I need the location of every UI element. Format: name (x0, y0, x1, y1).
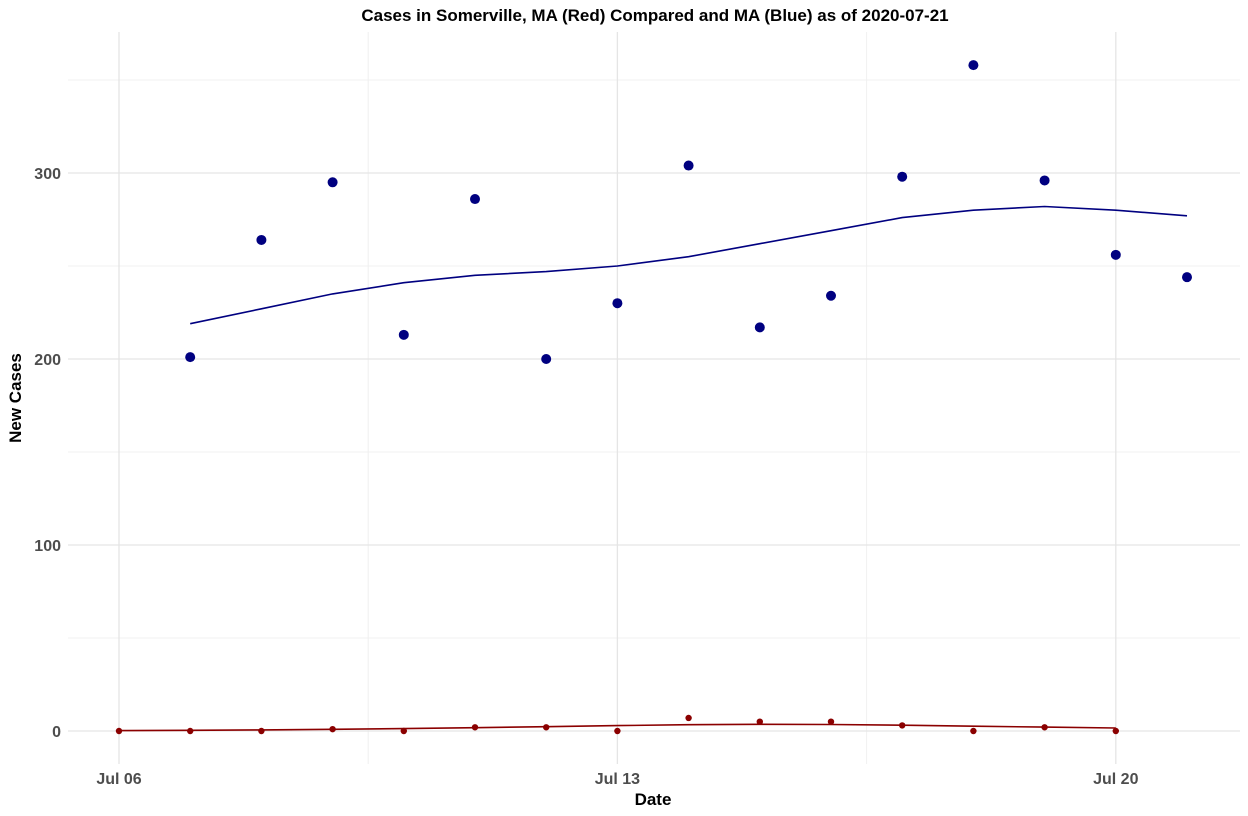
data-point-0 (1039, 175, 1050, 186)
data-point-1 (827, 718, 835, 725)
grid (68, 32, 1240, 764)
data-point-0 (612, 298, 623, 309)
data-point-1 (115, 727, 123, 735)
data-point-1 (1112, 727, 1120, 735)
data-point-1 (258, 727, 265, 735)
data-points (115, 60, 1192, 735)
x-axis-ticks: Jul 06 Jul 13 Jul 20 (96, 771, 1138, 788)
data-point-1 (187, 727, 194, 735)
y-axis-title: New Cases (6, 353, 25, 443)
data-point-0 (470, 194, 480, 205)
y-tick-label: 200 (34, 352, 61, 369)
data-point-0 (754, 322, 765, 333)
data-point-0 (968, 60, 979, 71)
data-point-0 (1110, 249, 1121, 260)
x-tick-label: Jul 06 (96, 771, 141, 788)
y-axis-ticks: 0 100 200 300 (34, 166, 61, 741)
data-point-0 (1182, 272, 1192, 283)
data-point-1 (400, 727, 407, 735)
data-point-0 (398, 329, 409, 340)
data-point-1 (614, 727, 621, 735)
data-point-0 (185, 352, 196, 363)
x-axis-title: Date (635, 790, 672, 809)
data-point-1 (756, 718, 763, 725)
y-tick-label: 300 (34, 166, 61, 183)
data-point-1 (1041, 724, 1048, 731)
data-point-1 (329, 725, 336, 733)
data-point-1 (970, 727, 977, 735)
trend-line-0 (190, 205, 1188, 325)
y-tick-label: 100 (34, 538, 61, 555)
data-point-0 (256, 234, 267, 245)
data-point-1 (471, 724, 479, 731)
trend-lines (118, 205, 1188, 732)
data-point-0 (897, 171, 908, 182)
data-point-1 (543, 724, 550, 731)
data-point-0 (683, 160, 694, 171)
data-point-1 (899, 722, 906, 729)
trend-line-1 (118, 723, 1116, 732)
data-point-0 (826, 290, 836, 301)
y-tick-label: 0 (52, 724, 61, 741)
data-point-0 (327, 177, 338, 188)
x-tick-label: Jul 20 (1093, 771, 1138, 788)
chart-title: Cases in Somerville, MA (Red) Compared a… (361, 6, 948, 25)
data-point-1 (685, 714, 692, 722)
data-point-0 (541, 354, 552, 364)
x-tick-label: Jul 13 (595, 771, 640, 788)
